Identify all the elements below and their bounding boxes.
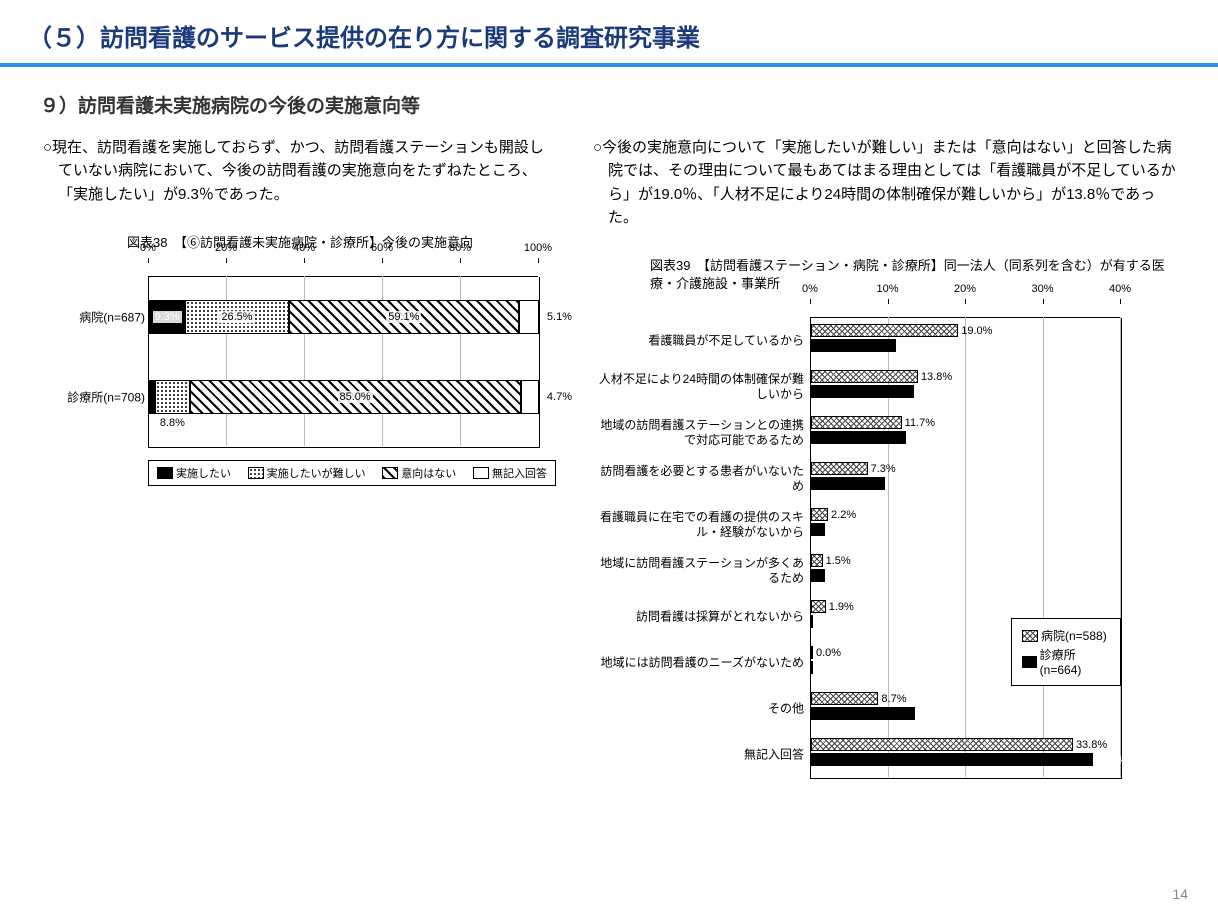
x-tick-label: 100%	[524, 242, 552, 254]
legend-item: 診療所(n=664)	[1022, 646, 1110, 677]
right-column: ○今後の実施意向について「実施したいが難しい」または「意向はない」と回答した病院…	[590, 136, 1188, 779]
page-number: 14	[1172, 886, 1188, 902]
bar-clinic: 1.8%	[811, 569, 825, 582]
bar-clinic: 11.0%	[811, 339, 896, 352]
legend-item: 実施したいが難しい	[248, 465, 366, 481]
x-tick-label: 10%	[876, 283, 898, 295]
figure38-chart: 0%20%40%60%80%100% 病院(n=687)9.3%26.5%59.…	[58, 258, 538, 486]
bar-clinic: 13.3%	[811, 385, 914, 398]
row-label: 地域には訪問看護のニーズがないため	[589, 656, 804, 671]
bar-clinic: 9.6%	[811, 477, 885, 490]
bar-row: 無記入回答33.8%36.4%	[811, 732, 1121, 778]
stacked-bar-row: 病院(n=687)9.3%26.5%59.1%5.1%	[149, 300, 539, 334]
bar-hospital: 7.3%	[811, 462, 868, 475]
right-paragraph: ○今後の実施意向について「実施したいが難しい」または「意向はない」と回答した病院…	[608, 136, 1188, 247]
bar-row: 看護職員が不足しているから19.0%11.0%	[811, 318, 1121, 364]
row-label: 無記入回答	[589, 748, 804, 763]
bar-hospital: 1.5%	[811, 554, 823, 567]
row-label: 看護職員が不足しているから	[589, 334, 804, 349]
bar-hospital: 0.0%	[811, 646, 813, 659]
bar-clinic: 36.4%	[811, 753, 1093, 766]
row-label: 訪問看護を必要とする患者がいないため	[589, 464, 804, 494]
bar-segment: 9.3%	[149, 300, 185, 334]
bar-hospital: 1.9%	[811, 600, 826, 613]
bar-clinic: 13.4%	[811, 707, 915, 720]
bar-row: 地域の訪問看護ステーションとの連携で対応可能であるため11.7%12.2%	[811, 410, 1121, 456]
x-tick-label: 80%	[449, 242, 471, 254]
row-label: 人材不足により24時間の体制確保が難しいから	[589, 372, 804, 402]
bar-clinic: 12.2%	[811, 431, 906, 444]
bar-row: 訪問看護を必要とする患者がいないため7.3%9.6%	[811, 456, 1121, 502]
row-label: 地域の訪問看護ステーションとの連携で対応可能であるため	[589, 418, 804, 448]
row-label: 地域に訪問看護ステーションが多くあるため	[589, 556, 804, 586]
bar-segment: 8.8%	[155, 380, 189, 414]
bar-hospital: 33.8%	[811, 738, 1073, 751]
x-tick-label: 40%	[293, 242, 315, 254]
figure38-legend: 実施したい 実施したいが難しい意向はない 無記入回答	[148, 460, 556, 486]
bar-clinic: 0.3%	[811, 661, 813, 674]
x-tick-label: 30%	[1031, 283, 1053, 295]
bar-row: その他8.7%13.4%	[811, 686, 1121, 732]
x-tick-label: 20%	[954, 283, 976, 295]
bar-clinic: 1.8%	[811, 523, 825, 536]
bar-segment: 4.7%	[521, 380, 539, 414]
legend-item: 実施したい	[157, 465, 231, 481]
x-tick-label: 20%	[215, 242, 237, 254]
bar-hospital: 13.8%	[811, 370, 918, 383]
bar-hospital: 11.7%	[811, 416, 902, 429]
figure39-legend: 病院(n=588) 診療所(n=664)	[1011, 618, 1121, 686]
bar-segment: 5.1%	[519, 300, 539, 334]
left-column: ○現在、訪問看護を実施しておらず、かつ、訪問看護ステーションも開設していない病院…	[40, 136, 560, 779]
row-label: 病院(n=687)	[57, 308, 145, 325]
two-column-layout: ○現在、訪問看護を実施しておらず、かつ、訪問看護ステーションも開設していない病院…	[0, 128, 1218, 779]
bar-clinic: 0.2%	[811, 615, 813, 628]
bar-hospital: 19.0%	[811, 324, 958, 337]
bar-segment: 59.1%	[289, 300, 519, 334]
bar-row: 地域に訪問看護ステーションが多くあるため1.5%1.8%	[811, 548, 1121, 594]
x-tick-label: 0%	[140, 242, 156, 254]
bar-row: 看護職員に在宅での看護の提供のスキル・経験がないから2.2%1.8%	[811, 502, 1121, 548]
x-tick-label: 60%	[371, 242, 393, 254]
left-paragraph: ○現在、訪問看護を実施しておらず、かつ、訪問看護ステーションも開設していない病院…	[58, 136, 560, 224]
x-tick-label: 0%	[802, 283, 818, 295]
stacked-bar-row: 診療所(n=708)1.6%8.8%85.0%4.7%	[149, 380, 539, 414]
row-label: 診療所(n=708)	[57, 388, 145, 405]
row-label: 看護職員に在宅での看護の提供のスキル・経験がないから	[589, 510, 804, 540]
row-label: 訪問看護は採算がとれないから	[589, 610, 804, 625]
section-subhead: ９）訪問看護未実施病院の今後の実施意向等	[0, 67, 1218, 128]
bar-segment: 85.0%	[190, 380, 521, 414]
legend-item: 意向はない	[382, 465, 456, 481]
row-label: その他	[589, 702, 804, 717]
page-title: （５）訪問看護のサービス提供の在り方に関する調査研究事業	[0, 0, 1218, 57]
legend-item: 病院(n=588)	[1022, 627, 1110, 644]
legend-item: 無記入回答	[473, 465, 547, 481]
bar-segment: 26.5%	[185, 300, 288, 334]
x-tick-label: 40%	[1109, 283, 1131, 295]
bar-row: 人材不足により24時間の体制確保が難しいから13.8%13.3%	[811, 364, 1121, 410]
figure39-chart: 0%10%20%30%40% 看護職員が不足しているから19.0%11.0%人材…	[590, 299, 1150, 779]
bar-hospital: 8.7%	[811, 692, 878, 705]
bar-hospital: 2.2%	[811, 508, 828, 521]
